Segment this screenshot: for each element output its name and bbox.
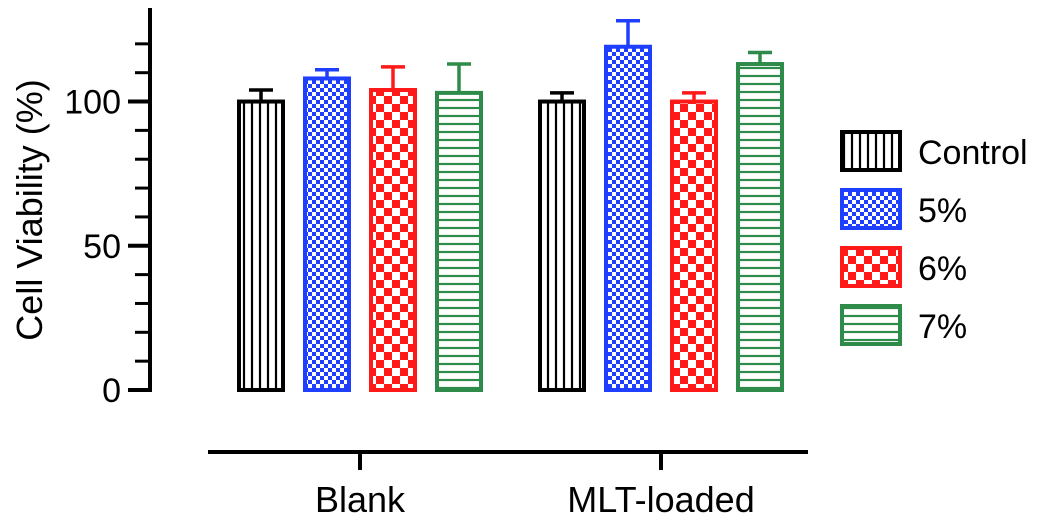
bar [435, 90, 483, 392]
legend-label: 7% [918, 308, 967, 346]
bar [670, 99, 718, 393]
legend-label: Control [918, 134, 1028, 172]
bar [736, 62, 784, 393]
y-tick-label: 100 [64, 84, 121, 122]
legend-swatch [840, 188, 902, 230]
y-tick-label: 0 [102, 372, 121, 410]
legend-swatch [840, 246, 902, 288]
legend-swatch [840, 130, 902, 172]
legend: Control 5% 6% 7% [840, 130, 1028, 346]
bars-group [237, 19, 784, 393]
bar [237, 99, 285, 393]
bar [303, 76, 351, 392]
bar [604, 44, 652, 392]
y-tick-label: 50 [83, 228, 121, 266]
bar [369, 88, 417, 392]
legend-label: 5% [918, 192, 967, 230]
y-axis-label: Cell Viability (%) [9, 79, 50, 340]
bar [538, 99, 586, 393]
legend-label: 6% [918, 250, 967, 288]
y-axis-ticks: 0 50 100 [64, 42, 150, 410]
x-axis-ticks: Blank MLT-loaded [315, 452, 755, 520]
legend-swatch [840, 304, 902, 346]
x-tick-label: MLT-loaded [567, 479, 754, 520]
x-tick-label: Blank [315, 479, 406, 520]
